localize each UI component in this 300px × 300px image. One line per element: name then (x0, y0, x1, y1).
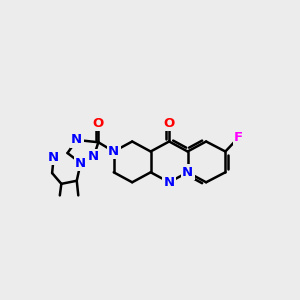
Text: N: N (88, 150, 99, 164)
Text: N: N (75, 157, 86, 169)
Text: N: N (108, 145, 119, 158)
Text: N: N (164, 176, 175, 189)
Text: N: N (71, 134, 82, 146)
Text: N: N (48, 151, 59, 164)
Text: N: N (182, 166, 193, 179)
Text: N: N (182, 166, 193, 179)
Text: O: O (93, 116, 104, 130)
Text: O: O (164, 116, 175, 130)
Text: F: F (234, 131, 243, 144)
